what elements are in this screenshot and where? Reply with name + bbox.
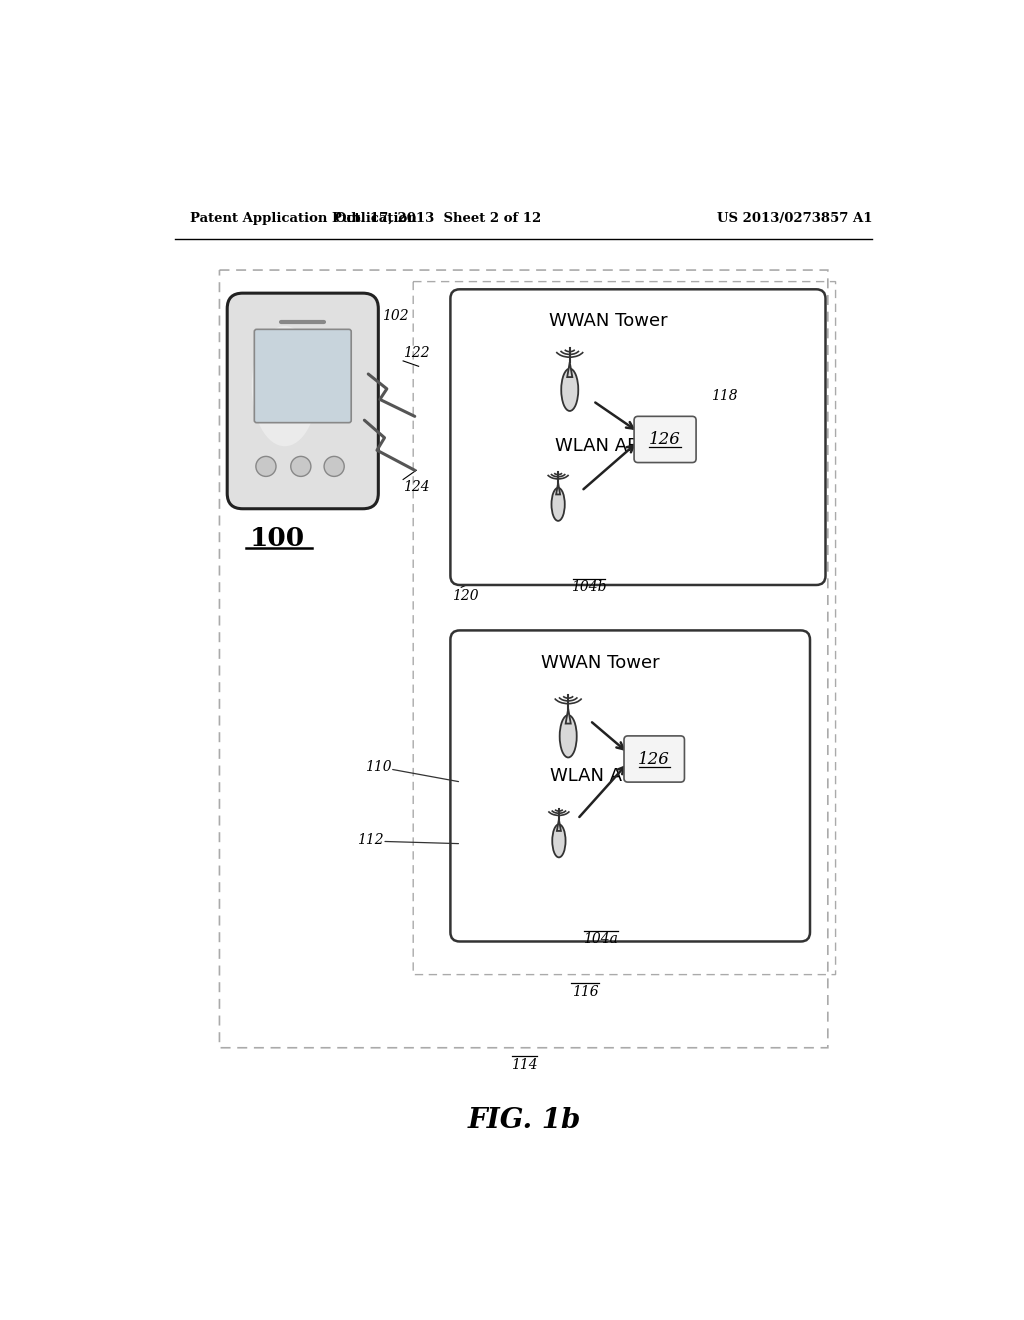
Text: 126: 126 xyxy=(649,430,681,447)
Polygon shape xyxy=(565,709,570,723)
FancyBboxPatch shape xyxy=(624,737,684,781)
FancyBboxPatch shape xyxy=(634,416,696,462)
Text: 126: 126 xyxy=(638,751,670,767)
Text: WWAN Tower: WWAN Tower xyxy=(549,313,668,330)
Text: 110: 110 xyxy=(365,760,391,774)
Ellipse shape xyxy=(552,488,565,521)
Text: FIG. 1b: FIG. 1b xyxy=(468,1107,582,1134)
FancyBboxPatch shape xyxy=(451,631,810,941)
Text: 114: 114 xyxy=(511,1057,539,1072)
Text: 120: 120 xyxy=(452,589,478,603)
FancyBboxPatch shape xyxy=(254,330,351,422)
Text: 104b: 104b xyxy=(571,581,607,594)
Text: WLAN AP: WLAN AP xyxy=(555,437,638,455)
Ellipse shape xyxy=(252,326,317,446)
Text: 104a: 104a xyxy=(584,932,618,946)
Polygon shape xyxy=(557,820,561,830)
Ellipse shape xyxy=(560,715,577,758)
Text: 118: 118 xyxy=(711,388,737,403)
FancyBboxPatch shape xyxy=(227,293,378,508)
Text: Patent Application Publication: Patent Application Publication xyxy=(190,213,417,224)
Text: US 2013/0273857 A1: US 2013/0273857 A1 xyxy=(717,213,872,224)
Ellipse shape xyxy=(552,824,565,858)
Text: WLAN AP: WLAN AP xyxy=(550,767,633,784)
Circle shape xyxy=(256,457,276,477)
Text: 116: 116 xyxy=(572,985,599,999)
Text: Oct. 17, 2013  Sheet 2 of 12: Oct. 17, 2013 Sheet 2 of 12 xyxy=(335,213,541,224)
Circle shape xyxy=(324,457,344,477)
Text: 112: 112 xyxy=(357,833,384,847)
Text: 124: 124 xyxy=(403,480,430,494)
Text: 100: 100 xyxy=(250,527,305,552)
Text: WWAN Tower: WWAN Tower xyxy=(542,653,660,672)
Text: 122: 122 xyxy=(403,346,430,360)
Polygon shape xyxy=(556,483,560,495)
Text: 102: 102 xyxy=(382,309,409,323)
Polygon shape xyxy=(567,362,572,378)
Circle shape xyxy=(291,457,311,477)
Ellipse shape xyxy=(561,368,579,411)
FancyBboxPatch shape xyxy=(451,289,825,585)
